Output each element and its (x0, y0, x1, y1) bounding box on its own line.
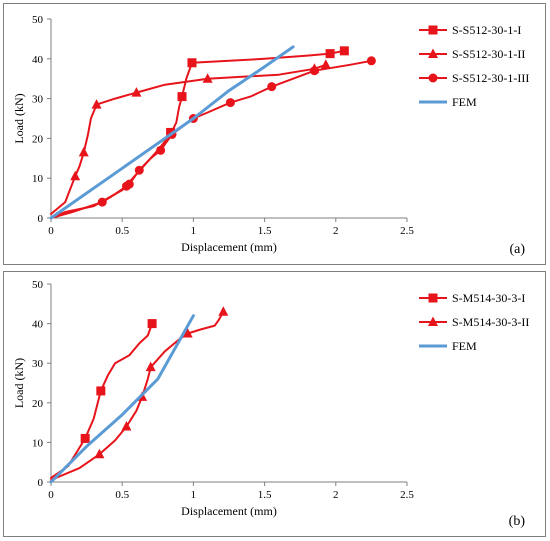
data-point-marker (94, 448, 105, 459)
data-point-marker (177, 92, 187, 102)
x-tick-label: 0.5 (115, 225, 129, 237)
y-tick-label: 20 (32, 133, 44, 145)
data-point-marker (131, 87, 142, 97)
y-tick-label: 0 (38, 477, 44, 489)
legend-swatch (419, 316, 447, 326)
y-tick-label: 10 (32, 437, 44, 449)
legend-item: FEM (418, 90, 529, 114)
legend-item: FEM (418, 334, 529, 358)
legend-item: S-M514-30-3-II (418, 310, 529, 334)
y-tick-label: 0 (38, 213, 44, 225)
data-point-marker (339, 46, 349, 56)
legend-swatch (419, 73, 447, 83)
data-point-marker (134, 165, 144, 175)
legend-marker (428, 316, 438, 326)
x-tick-label: 1.5 (258, 225, 272, 237)
y-tick-label: 30 (32, 94, 44, 106)
legend-swatch (419, 25, 447, 35)
data-point-marker (325, 49, 335, 59)
y-tick-label: 10 (32, 173, 44, 185)
legend-label: S-S512-30-1-III (452, 70, 530, 85)
data-point-marker (156, 145, 166, 155)
chart-panel-b: 0 0.5 1 1.5 2 2.5 0 10 20 30 40 50 Displacement (mm)… (3, 271, 546, 537)
y-tick-label: 50 (32, 14, 44, 26)
panel-label-b: (b) (508, 514, 525, 529)
data-point-marker (96, 386, 106, 396)
series-line-0 (50, 322, 154, 479)
data-point-marker (225, 98, 235, 108)
data-point-marker (145, 361, 156, 372)
data-point-marker (147, 319, 157, 329)
legend-swatch (419, 293, 447, 303)
data-point-marker (182, 328, 193, 338)
legend-item: S-S512-30-1-III (418, 66, 529, 90)
x-tick-label: 0 (48, 225, 54, 237)
data-point-marker (97, 197, 107, 207)
data-point-marker (121, 421, 132, 431)
x-tick-label: 2.5 (400, 489, 414, 501)
legend-item: S-S512-30-1-II (418, 42, 529, 66)
data-point-marker (70, 170, 81, 181)
data-point-marker (124, 179, 134, 189)
x-tick-label: 2 (333, 225, 339, 237)
legend-item: S-M514-30-3-I (418, 286, 529, 310)
series-line-2 (50, 59, 373, 219)
data-point-marker (218, 306, 229, 316)
x-tick-label: 2.5 (400, 225, 414, 237)
legend-label: FEM (452, 338, 477, 353)
data-point-marker (91, 99, 102, 109)
legend-swatch (419, 344, 447, 348)
x-tick-label: 0 (48, 489, 54, 501)
data-point-marker (78, 146, 89, 157)
y-tick-label: 20 (32, 398, 44, 410)
x-tick-label: 2 (333, 489, 339, 501)
legend-label: FEM (452, 94, 477, 109)
legend-label: S-M514-30-3-II (452, 314, 530, 329)
legend-marker (428, 48, 438, 58)
data-point-marker (267, 82, 277, 92)
legend-marker (428, 73, 438, 83)
legend-a: S-S512-30-1-I S-S512-30-1-II S-S512-30-1-I… (418, 18, 529, 114)
panel-label-a: (a) (509, 242, 525, 257)
data-point-marker (320, 59, 331, 69)
legend-marker (428, 25, 438, 35)
y-tick-label: 30 (32, 358, 44, 370)
chart-panel-a: 0 0.5 1 1.5 2 2.5 0 10 20 30 40 50 Displacement (mm)… (3, 3, 546, 265)
x-tick-label: 1 (191, 489, 197, 501)
line-chart-b: 0 0.5 1 1.5 2 2.5 0 10 20 30 40 50 Displacement (mm)… (12, 279, 414, 518)
data-point-marker (309, 66, 319, 76)
legend-swatch (419, 100, 447, 104)
y-tick-label: 40 (32, 319, 44, 331)
data-point-marker (80, 433, 90, 443)
legend-b: S-M514-30-3-I S-M514-30-3-II FEM (418, 286, 529, 358)
y-axis-title: Load (kN) (12, 358, 26, 408)
y-axis-title: Load (kN) (12, 93, 26, 143)
legend-swatch (419, 48, 447, 58)
series-line-1 (50, 310, 225, 481)
legend-label: S-M514-30-3-I (452, 290, 526, 305)
line-chart-a: 0 0.5 1 1.5 2 2.5 0 10 20 30 40 50 Displacement (mm)… (12, 14, 414, 254)
x-tick-label: 1.5 (258, 489, 272, 501)
series-line-1 (50, 63, 327, 215)
data-point-marker (202, 73, 213, 83)
y-tick-label: 40 (32, 54, 44, 66)
legend-label: S-S512-30-1-II (452, 46, 526, 61)
data-point-marker (366, 56, 376, 66)
series-line-3 (49, 45, 295, 220)
x-tick-label: 1 (191, 225, 197, 237)
y-tick-label: 50 (32, 279, 44, 291)
legend-item: S-S512-30-1-I (418, 18, 529, 42)
x-axis-title: Displacement (mm) (181, 504, 277, 518)
legend-marker (428, 293, 438, 303)
x-tick-label: 0.5 (115, 489, 129, 501)
legend-label: S-S512-30-1-I (452, 22, 522, 37)
series-line-2 (49, 314, 195, 484)
data-point-marker (187, 58, 197, 68)
x-axis-title: Displacement (mm) (181, 240, 277, 254)
